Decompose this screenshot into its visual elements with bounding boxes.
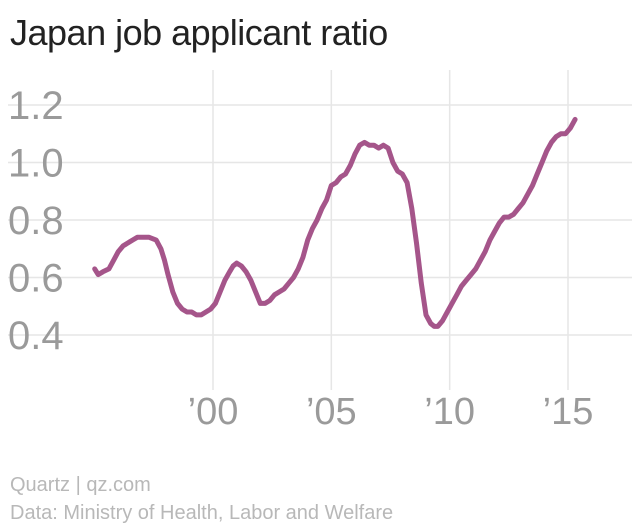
- x-tick-label: ’15: [543, 391, 594, 433]
- tick-labels: 1.2 1.0 0.8 0.6 0.4 ’00 ’05 ’10 ’15: [8, 84, 593, 433]
- chart-title: Japan job applicant ratio: [10, 12, 388, 53]
- y-tick-label: 1.0: [8, 142, 64, 186]
- footer-credit: Quartz | qz.com: [10, 474, 151, 496]
- grid-lines: [8, 70, 632, 390]
- x-tick-label: ’05: [306, 391, 357, 433]
- y-tick-label: 0.6: [8, 257, 64, 301]
- y-tick-label: 0.8: [8, 199, 64, 243]
- series-lines: [92, 116, 578, 329]
- x-tick-label: ’00: [188, 391, 239, 433]
- footer-source: Data: Ministry of Health, Labor and Welf…: [10, 502, 394, 524]
- x-tick-label: ’10: [424, 391, 475, 433]
- y-tick-label: 0.4: [8, 314, 64, 358]
- series-line: [92, 116, 578, 329]
- y-tick-label: 1.2: [8, 84, 64, 128]
